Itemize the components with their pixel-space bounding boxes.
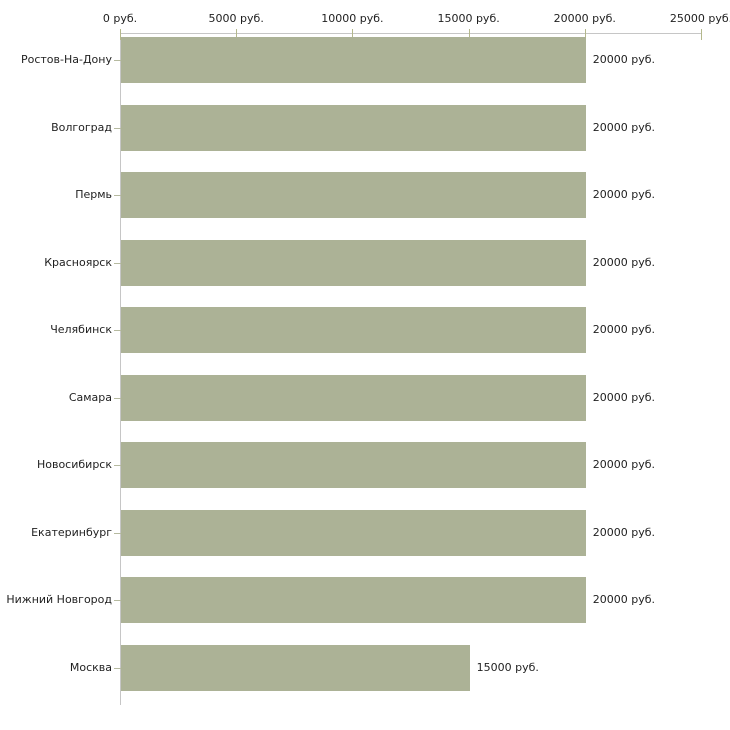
category-tick-mark [114, 397, 121, 399]
bar [121, 104, 586, 151]
x-axis-tick-label: 5000 руб. [208, 12, 264, 25]
value-label: 15000 руб. [476, 660, 539, 674]
bar [121, 374, 586, 421]
bar [121, 307, 586, 353]
bar [121, 239, 586, 286]
value-label: 20000 руб. [592, 593, 656, 606]
value-label: 20000 руб. [592, 458, 656, 471]
category-label: Пермь [75, 188, 112, 201]
value-label: 20000 руб. [592, 390, 656, 404]
x-axis-tick-mark [236, 29, 238, 40]
category-label: Новосибирск [36, 458, 112, 471]
value-label: 20000 руб. [592, 323, 656, 336]
category-label: Самара [68, 390, 112, 404]
category-tick-mark [114, 465, 121, 466]
x-axis-tick-mark [468, 29, 470, 40]
bar [121, 172, 586, 218]
category-label: Екатеринбург [31, 525, 112, 539]
value-label: 20000 руб. [592, 120, 656, 134]
x-axis-tick-mark [701, 29, 702, 40]
bar [121, 644, 470, 691]
x-axis-tick-label: 0 руб. [102, 12, 138, 25]
value-label: 20000 руб. [592, 188, 656, 201]
category-label: Челябинск [50, 323, 112, 336]
value-label: 20000 руб. [592, 255, 656, 269]
category-label: Ростов-На-Дону [20, 53, 112, 66]
category-label: Нижний Новгород [6, 593, 112, 606]
category-tick-mark [114, 60, 121, 61]
category-tick-mark [114, 667, 121, 669]
value-label: 20000 руб. [592, 53, 656, 66]
bar [121, 577, 586, 623]
x-axis-tick-mark [584, 29, 586, 40]
x-axis-tick-label: 15000 руб. [437, 12, 500, 25]
category-label: Волгоград [51, 120, 112, 134]
x-axis-tick-label: 10000 руб. [321, 12, 384, 25]
bar [121, 509, 586, 556]
x-axis-tick-mark [120, 29, 121, 40]
bar [121, 442, 586, 488]
x-axis-tick-label: 25000 руб. [669, 12, 730, 25]
y-axis-line [120, 33, 121, 705]
x-axis-line [120, 33, 701, 34]
category-tick-mark [114, 127, 121, 129]
category-tick-mark [114, 330, 121, 331]
category-tick-mark [114, 532, 121, 534]
bar [121, 37, 586, 83]
category-label: Москва [69, 660, 112, 674]
category-tick-mark [114, 195, 121, 196]
x-axis-tick-label: 20000 руб. [553, 12, 616, 25]
value-label: 20000 руб. [592, 525, 656, 539]
x-axis-tick-mark [352, 29, 354, 40]
category-tick-mark [114, 600, 121, 601]
category-label: Красноярск [44, 255, 112, 269]
category-tick-mark [114, 262, 121, 264]
